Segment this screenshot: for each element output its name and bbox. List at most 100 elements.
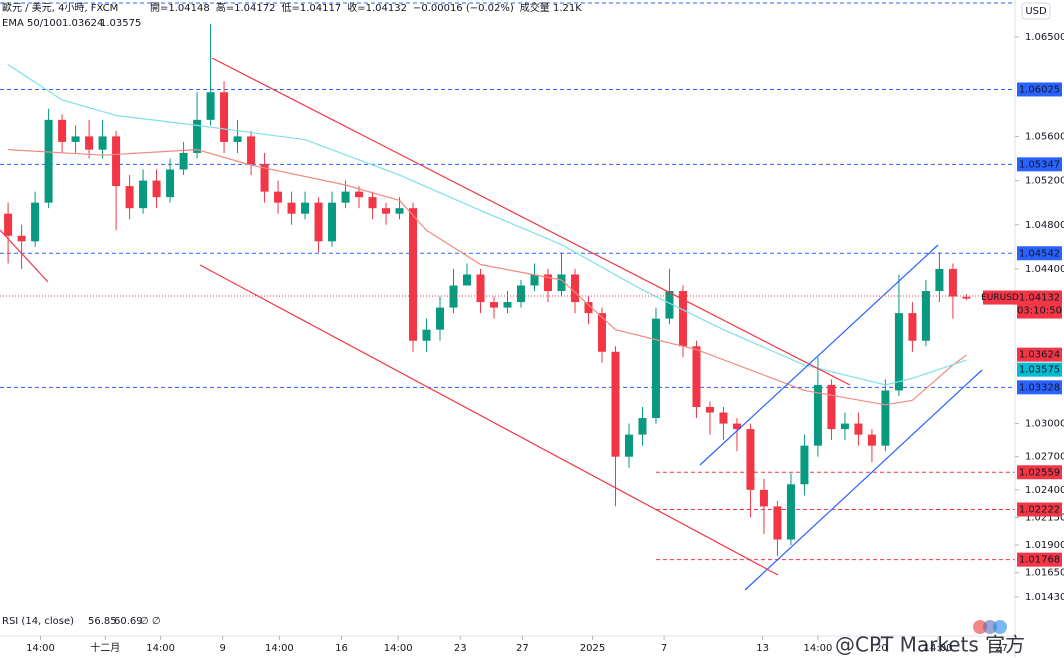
price-tag: [1017, 82, 1062, 97]
candle-body: [786, 484, 795, 540]
countdown: 03:10:50: [1017, 306, 1062, 317]
price-tag-label: 1.02222: [1019, 504, 1060, 515]
indicator-label: EMA 50/100: [2, 18, 62, 29]
y-tick-label: 1.04400: [1025, 264, 1064, 275]
symbol: 歐元 / 美元, 4小時, FXCM: [2, 1, 118, 14]
currency: USD: [1025, 6, 1047, 17]
candle-body: [543, 274, 552, 292]
candle-body: [557, 274, 566, 292]
channel-up-lower: [744, 369, 983, 591]
price-tag-label: 1.03328: [1019, 382, 1060, 393]
candle-body: [125, 186, 134, 209]
emas: [7, 64, 967, 406]
candle-body: [314, 202, 323, 242]
candle-body: [382, 208, 391, 214]
x-tick-label: 23: [454, 643, 467, 654]
candle-body: [921, 291, 930, 341]
candle-body: [732, 423, 741, 430]
x-tick-label: 14:00: [265, 643, 294, 654]
candle-body: [692, 346, 701, 407]
price-tag: [1017, 502, 1062, 517]
price-tag: [1017, 290, 1062, 319]
y-tick-label: 1.01430: [1025, 592, 1064, 603]
x-tick-label: 16: [335, 643, 348, 654]
price-tag: [1017, 347, 1062, 362]
candle-body: [463, 274, 472, 286]
candle-body: [31, 202, 40, 242]
x-tick-label: 9: [220, 643, 226, 654]
x-tick-label: 14:00: [146, 643, 175, 654]
x-tick-label: 20: [875, 643, 888, 654]
candle-body: [867, 434, 876, 446]
x-tick-label: 27: [995, 643, 1008, 654]
price-tag-label: 1.02559: [1019, 467, 1060, 478]
candle-body: [179, 152, 188, 170]
candle-body: [436, 307, 445, 330]
candle-body: [193, 119, 202, 153]
candle-body: [894, 313, 903, 391]
candle-body: [355, 191, 364, 198]
candle-body: [773, 506, 782, 540]
candle-body: [948, 268, 957, 297]
candle-body: [651, 318, 660, 419]
trend-line: [0, 229, 49, 283]
y-tick-label: 1.02700: [1025, 452, 1064, 463]
candle-body: [624, 434, 633, 457]
y-tick-label: 1.05200: [1025, 176, 1064, 187]
candle-body: [112, 136, 121, 187]
candle-body: [584, 302, 593, 314]
y-tick-label: 1.03000: [1025, 419, 1064, 430]
rsi-signal: 60.69: [114, 616, 143, 627]
candle-body: [17, 235, 26, 242]
x-tick-label: 14:00: [804, 643, 833, 654]
rsi-value: 56.85: [88, 616, 117, 627]
readout-item: 低=1.04117: [281, 1, 341, 14]
price-tag: [1017, 465, 1062, 480]
price-tag-label: 1.04132: [1019, 293, 1060, 304]
y-tick-label: 1.01650: [1025, 568, 1064, 579]
x-tick-label: 十二月: [90, 641, 120, 654]
price-tag-label: 1.03624: [1019, 350, 1060, 361]
candle-body: [570, 274, 579, 303]
channel-up-upper: [699, 244, 939, 466]
candle-body: [759, 489, 768, 507]
price-tag-label: 1.05347: [1019, 159, 1060, 170]
candle-body: [705, 406, 714, 413]
price-axis: 1.06500 1.05600 1.05200 1.04800 1.04400 1.030…: [1015, 32, 1064, 603]
candle-body: [233, 136, 242, 142]
y-tick-label: 1.02150: [1025, 512, 1064, 523]
candle-body: [395, 208, 404, 214]
candle-body: [58, 119, 67, 142]
readout-item: 收=1.04132: [347, 1, 407, 14]
price-tag: [1017, 246, 1062, 261]
candles: [4, 23, 971, 557]
candle-body: [813, 384, 822, 446]
ticker-box: [983, 290, 1017, 305]
price-tag-label: 1.01768: [1019, 555, 1060, 566]
candle-body: [341, 191, 350, 203]
candle-body: [611, 351, 620, 457]
rsi-label: RSI (14, close): [2, 616, 74, 627]
candle-body: [665, 291, 674, 319]
candle-body: [908, 313, 917, 341]
candle-body: [220, 92, 229, 142]
candle-body: [301, 202, 310, 214]
time-axis: 14:00 十二月 14:00 9 14:00 16 14:00 23 27 2025 7 13 14:…: [26, 636, 1008, 654]
candle-body: [476, 274, 485, 303]
candle-body: [503, 302, 512, 308]
x-tick-label: 14:00: [384, 643, 413, 654]
price-tag: [1017, 362, 1062, 377]
candle-body: [490, 302, 499, 308]
candle-body: [247, 136, 256, 165]
ohlc-readout: 開=1.04148 高=1.04172 低=1.04117 收=1.04132 −0.0…: [150, 1, 582, 14]
ema50-value: 1.03624: [62, 18, 103, 29]
y-tick-label: 1.06500: [1025, 32, 1064, 43]
channel-lower: [199, 264, 779, 576]
currency-box[interactable]: [1021, 2, 1051, 20]
y-tick-label: 1.02400: [1025, 485, 1064, 496]
x-tick-label: 13: [756, 643, 769, 654]
ema-line: [7, 64, 967, 386]
rsi-extra: ∅ ∅: [140, 616, 161, 627]
